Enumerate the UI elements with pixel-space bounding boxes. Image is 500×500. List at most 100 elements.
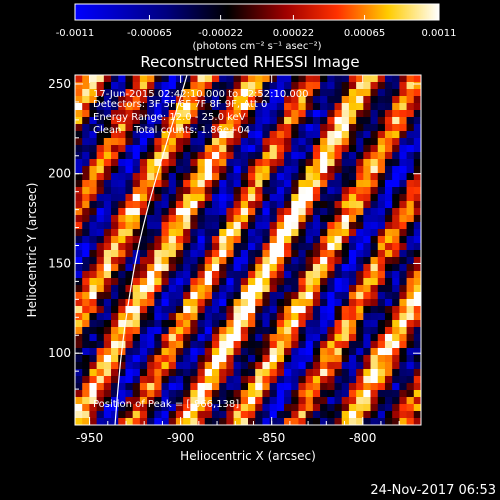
- heatmap-cell: [233, 187, 242, 195]
- heatmap-cell: [125, 82, 134, 90]
- heatmap-cell: [377, 103, 386, 111]
- heatmap-cell: [161, 117, 170, 125]
- heatmap-cell: [413, 327, 421, 335]
- heatmap-cell: [399, 96, 407, 104]
- heatmap-cell: [305, 376, 314, 384]
- heatmap-cell: [413, 159, 421, 167]
- heatmap-cell: [298, 131, 307, 139]
- heatmap-cell: [356, 348, 364, 356]
- heatmap-cell: [190, 103, 198, 111]
- heatmap-cell: [219, 152, 227, 160]
- heatmap-cell: [197, 362, 206, 370]
- heatmap-cell: [125, 201, 134, 209]
- heatmap-cell: [399, 264, 407, 272]
- heatmap-cell: [190, 320, 198, 328]
- heatmap-cell: [139, 75, 148, 83]
- heatmap-cell: [370, 376, 379, 384]
- heatmap-cell: [305, 82, 314, 90]
- heatmap-cell: [183, 236, 191, 244]
- heatmap-cell: [168, 124, 177, 132]
- heatmap-cell: [406, 355, 415, 363]
- heatmap-cell: [341, 383, 350, 391]
- heatmap-cell: [132, 152, 141, 160]
- heatmap-cell: [413, 418, 421, 425]
- heatmap-cell: [284, 306, 292, 314]
- heatmap-cell: [334, 404, 343, 412]
- heatmap-cell: [312, 383, 321, 391]
- heatmap-cell: [269, 243, 278, 251]
- heatmap-cell: [284, 390, 292, 398]
- heatmap-cell: [269, 103, 278, 111]
- heatmap-cell: [168, 229, 177, 237]
- heatmap-cell: [276, 292, 285, 300]
- heatmap-cell: [197, 320, 206, 328]
- heatmap-cell: [341, 229, 350, 237]
- heatmap-cell: [197, 299, 206, 307]
- heatmap-cell: [233, 334, 242, 342]
- heatmap-cell: [147, 243, 155, 251]
- heatmap-cell: [183, 131, 191, 139]
- heatmap-cell: [298, 257, 307, 265]
- heatmap-cell: [384, 124, 393, 132]
- heatmap-cell: [377, 383, 386, 391]
- heatmap-cell: [327, 390, 335, 398]
- heatmap-cell: [284, 404, 292, 412]
- heatmap-cell: [82, 194, 90, 202]
- heatmap-cell: [248, 152, 256, 160]
- heatmap-cell: [406, 271, 415, 279]
- heatmap-cell: [255, 208, 263, 216]
- heatmap-cell: [363, 355, 371, 363]
- heatmap-cell: [111, 292, 119, 300]
- heatmap-cell: [312, 278, 321, 286]
- heatmap-cell: [226, 257, 234, 265]
- heatmap-cell: [312, 355, 321, 363]
- heatmap-cell: [132, 201, 141, 209]
- heatmap-cell: [370, 243, 379, 251]
- heatmap-cell: [175, 411, 184, 419]
- heatmap-cell: [139, 355, 148, 363]
- heatmap-cell: [406, 152, 415, 160]
- heatmap-cell: [399, 355, 407, 363]
- heatmap-cell: [348, 194, 357, 202]
- heatmap-cell: [291, 89, 299, 97]
- heatmap-cell: [370, 229, 379, 237]
- heatmap-cell: [269, 180, 278, 188]
- heatmap-cell: [75, 320, 83, 328]
- heatmap-cell: [219, 159, 227, 167]
- heatmap-cell: [190, 313, 198, 321]
- heatmap-cell: [240, 285, 249, 293]
- heatmap-cell: [154, 82, 162, 90]
- heatmap-cell: [197, 411, 206, 419]
- heatmap-cell: [327, 173, 335, 181]
- heatmap-cell: [320, 180, 328, 188]
- heatmap-cell: [406, 208, 415, 216]
- heatmap-cell: [298, 250, 307, 258]
- heatmap-cell: [183, 327, 191, 335]
- heatmap-cell: [197, 306, 206, 314]
- heatmap-cell: [248, 369, 256, 377]
- heatmap-cell: [183, 103, 191, 111]
- heatmap-cell: [132, 383, 141, 391]
- heatmap-cell: [413, 355, 421, 363]
- heatmap-cell: [348, 222, 357, 230]
- heatmap-cell: [298, 292, 307, 300]
- heatmap-cell: [262, 264, 271, 272]
- heatmap-cell: [75, 138, 83, 146]
- heatmap-cell: [147, 145, 155, 153]
- heatmap-cell: [233, 271, 242, 279]
- heatmap-cell: [111, 75, 119, 83]
- heatmap-cell: [111, 145, 119, 153]
- heatmap-cell: [327, 362, 335, 370]
- heatmap-cell: [291, 369, 299, 377]
- heatmap-cell: [147, 418, 155, 425]
- heatmap-cell: [298, 306, 307, 314]
- heatmap-cell: [168, 187, 177, 195]
- heatmap-cell: [356, 131, 364, 139]
- heatmap-cell: [413, 383, 421, 391]
- heatmap-cell: [262, 313, 271, 321]
- heatmap-cell: [348, 131, 357, 139]
- heatmap-cell: [168, 362, 177, 370]
- heatmap-cell: [233, 236, 242, 244]
- heatmap-cell: [320, 355, 328, 363]
- heatmap-cell: [103, 152, 112, 160]
